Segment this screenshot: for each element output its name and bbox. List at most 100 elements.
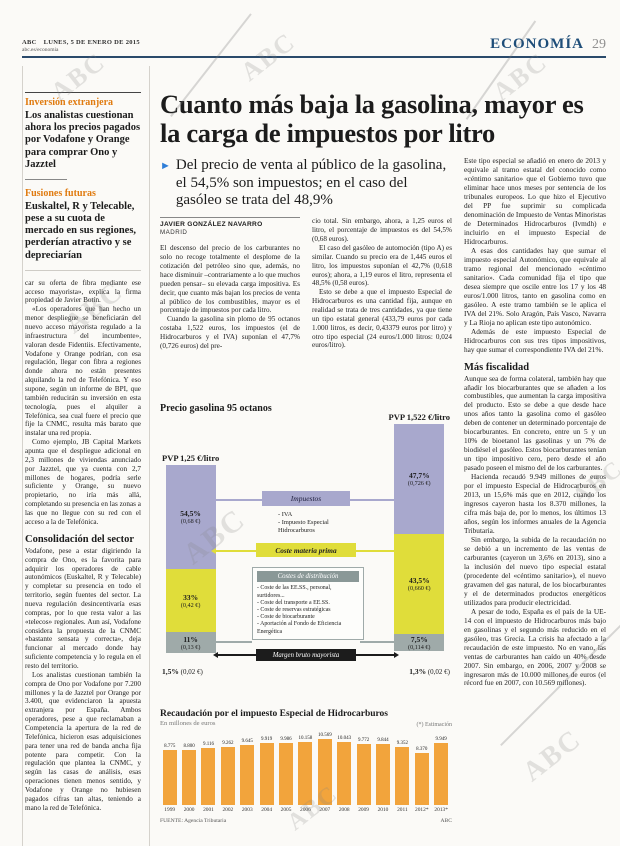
margen-euros: (0,02 €) [427, 668, 450, 677]
segment-euros: (0,726 €) [407, 480, 431, 488]
margen-pct: 1,5% [162, 667, 179, 677]
article-paragraph: Hacienda recaudó 9.949 millones de euros… [464, 472, 606, 535]
year-tick-label: 2009 [358, 807, 369, 814]
margen-pct: 1,3% [409, 667, 427, 677]
segment-impuestos: 47,7% (0,726 €) [394, 424, 445, 535]
recaudacion-bar-2003: 9.645 2003 [238, 739, 257, 813]
sidebar-paragraph: «Los operadores que han hecho un menor d… [25, 305, 141, 438]
year-tick-label: 2004 [261, 807, 273, 814]
margen-euros: (0,02 €) [180, 668, 203, 677]
article-subhead-fiscalidad: Más fiscalidad [464, 361, 530, 373]
impuestos-component: - IVA [278, 511, 293, 519]
segment-pct: 11% [183, 634, 198, 644]
byline-author: JAVIER GONZÁLEZ NAVARRO [160, 221, 263, 229]
sidebar-block-inversion: Inversión extranjera Los analistas cuest… [25, 92, 141, 171]
distribucion-item: - Aportación al Fondo de Eficiencia Ener… [257, 621, 342, 635]
bar-value-label: 10.043 [337, 736, 352, 742]
year-tick-label: 2013* [434, 807, 448, 814]
segment-pct: 54,5% [180, 509, 201, 519]
recaudacion-bar-2012*: 8.370 2012* [412, 747, 431, 813]
year-tick-label: 2010 [377, 807, 389, 814]
segment-pct: 43,5% [408, 576, 430, 586]
stacked-bar-current: 54,5% (0,68 €) 33% (0,42 €) 11% (0,13 €) [165, 465, 216, 655]
distribucion-item: - Coste de biocarburante [257, 614, 315, 621]
recaudacion-bar-2013*: 9.949 2013* [431, 737, 450, 813]
article-left-area: ► Del precio de venta al público de la g… [160, 157, 452, 824]
segment-materia-prima: 33% (0,42 €) [165, 569, 216, 633]
article-paragraph: Además de este impuesto Especial de Hidr… [464, 326, 606, 354]
recaudacion-bar-2011: 9.352 2011 [393, 741, 412, 813]
article-paragraph: Esto se debe a que el impuesto Especial … [312, 288, 452, 350]
chart-credit: ABC [440, 818, 452, 825]
recaudacion-bar-2009: 9.772 2009 [354, 738, 373, 813]
infographic-title: Precio gasolina 95 octanos [160, 403, 272, 415]
site-url: abc.es/economia [22, 47, 59, 53]
bar-value-label: 9.949 [435, 737, 447, 743]
bar-value-label: 9.645 [241, 739, 253, 745]
bar [259, 743, 274, 806]
distribucion-items: - Coste de las EE.SS., personal, surtido… [253, 585, 363, 635]
main-article: Cuanto más baja la gasolina, mayor es la… [160, 66, 606, 846]
bar [434, 743, 449, 806]
bar [317, 739, 332, 806]
section-title: ECONOMÍA [490, 36, 584, 52]
distribucion-title: Costes de distribución [257, 571, 359, 583]
standfirst-text: Del precio de venta al público de la gas… [175, 157, 447, 208]
bar-value-label: 9.844 [377, 738, 389, 744]
price-bar-previous: PVP 1,522 €/litro 47,7% (0,726 €) 43,5% … [389, 412, 450, 655]
sidebar-lead-1: Los analistas cuestionan ahora los preci… [25, 110, 141, 170]
distribucion-arrow-left [211, 638, 252, 645]
recaudacion-footer: FUENTE: Agencia Tributaria ABC [160, 818, 452, 824]
pvp-label-current: PVP 1,25 €/litro [162, 453, 220, 464]
recaudacion-bar-2002: 9.262 2002 [218, 741, 237, 813]
issue-date: LUNES, 5 DE ENERO DE 2015 [43, 39, 140, 46]
body-column-2: cio total. Sin embargo, ahora, a 1,25 eu… [312, 217, 452, 399]
bar-value-label: 9.986 [280, 737, 292, 743]
year-tick-label: 2000 [183, 807, 195, 814]
bar-value-label: 8.370 [416, 747, 428, 753]
segment-distribucion: 11% (0,13 €) [165, 632, 216, 654]
masthead-date-line: ABC LUNES, 5 DE ENERO DE 2015 [22, 39, 140, 46]
sidebar-subhead: Consolidación del sector [25, 533, 135, 545]
year-tick-label: 2006 [300, 807, 311, 814]
bar-value-label: 8.775 [164, 744, 176, 750]
kicker-inversion: Inversión extranjera [25, 97, 114, 108]
body-columns: JAVIER GONZÁLEZ NAVARRO MADRID El descen… [160, 217, 452, 399]
segment-materia-prima: 43,5% (0,660 €) [394, 534, 445, 635]
article-paragraph: Cuando la gasolina sin plomo de 95 octan… [160, 315, 300, 350]
margen-value-right: 1,3% (0,02 €) [380, 667, 450, 676]
bar [240, 745, 255, 806]
year-tick-label: 2007 [319, 807, 331, 814]
year-tick-label: 2008 [338, 807, 350, 814]
bullet-arrow-icon: ► [160, 160, 171, 173]
materia-arrow-left [211, 547, 256, 554]
page-content: Inversión extranjera Los analistas cuest… [22, 66, 606, 846]
article-paragraph: Este tipo especial se añadió en enero de… [464, 156, 606, 246]
segment-pct: 7,5% [410, 634, 428, 644]
chart-source: FUENTE: Agencia Tributaria [160, 818, 227, 825]
year-tick-label: 2012* [415, 807, 429, 814]
distribucion-item: - Coste de las EE.SS., personal, surtido… [257, 585, 332, 599]
segment-euros: (0,114 €) [408, 643, 431, 651]
bar-value-label: 9.772 [357, 738, 370, 744]
impuestos-components-list: - IVA - Impuesto Especial Hidrocarburos [278, 511, 329, 535]
article-paragraph: Aunque sea de forma colateral, también h… [464, 373, 606, 473]
recaudacion-bar-2000: 8.800 2000 [179, 744, 198, 813]
bar-value-label: 9.919 [261, 737, 273, 743]
column3-paragraphs-bottom: Aunque sea de forma colateral, también h… [464, 373, 606, 689]
distribucion-item: - Coste del transporte a EE.SS. [257, 599, 330, 606]
article-body-row: ► Del precio de venta al público de la g… [160, 156, 606, 824]
recaudacion-note: (*) Estimación [416, 722, 453, 729]
materia-prima-label-box: Coste materia prima [256, 543, 356, 558]
bar [162, 750, 177, 806]
materia-arrow-right [356, 547, 401, 554]
sidebar-paragraphs-top: car su oferta de fibra mediante ese acce… [25, 279, 141, 527]
sidebar-column: Inversión extranjera Los analistas cuest… [22, 66, 150, 846]
distribucion-item: - Coste de reservas estratégicas [257, 607, 331, 613]
recaudacion-bar-2007: 10.569 2007 [315, 733, 334, 813]
page-number: 29 [592, 37, 606, 52]
column2-paragraphs: cio total. Sin embargo, ahora, a 1,25 eu… [312, 217, 452, 350]
impuestos-label-box: Impuestos [262, 491, 350, 507]
article-paragraph: El caso del gasóleo de automoción (tipo … [312, 243, 452, 288]
